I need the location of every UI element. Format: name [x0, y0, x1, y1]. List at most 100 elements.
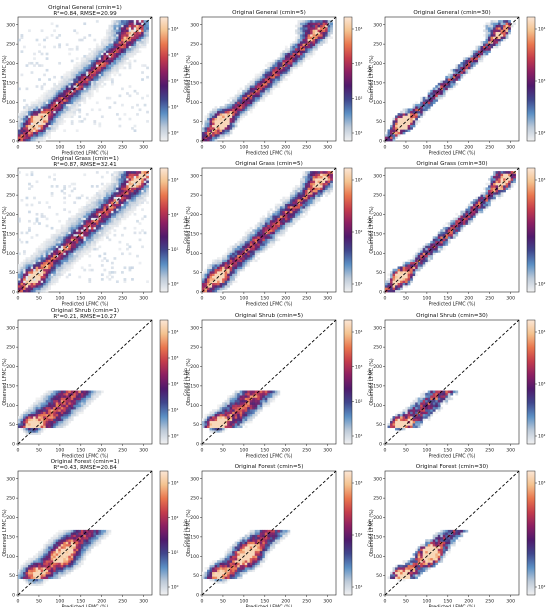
- hexbin-cell: [427, 259, 431, 263]
- hexbin-cell: [28, 257, 31, 260]
- hexbin-cell: [146, 192, 149, 195]
- hexbin-cell: [88, 240, 92, 244]
- hexbin-cell: [48, 129, 51, 132]
- hexbin-cell: [83, 231, 87, 235]
- hexbin-cell: [254, 80, 258, 84]
- hexbin-cell: [103, 252, 107, 256]
- hexbin-cell: [45, 108, 49, 112]
- hexbin-cell: [284, 196, 288, 200]
- hexbin-cell: [325, 192, 328, 195]
- hexbin-cell: [229, 101, 233, 105]
- hexbin-cell: [65, 247, 69, 251]
- hexbin-cell: [68, 115, 72, 119]
- hexbin-cell: [80, 92, 84, 95]
- hexbin-cell: [302, 194, 306, 197]
- hexbin-cell: [267, 73, 271, 77]
- hexbin-cell: [310, 178, 313, 181]
- hexbin-cell: [40, 423, 44, 426]
- hexbin-cell: [133, 180, 137, 184]
- hexbin-cell: [247, 247, 251, 251]
- hexbin-cell: [460, 215, 464, 218]
- hexbin-cell: [60, 122, 64, 126]
- hexbin-cell: [110, 271, 114, 274]
- hexbin-cell: [272, 238, 276, 242]
- hexbin-cell: [234, 245, 238, 249]
- hexbin-cell: [58, 229, 62, 232]
- hexbin-cell: [477, 210, 481, 214]
- hexbin-cell: [60, 117, 64, 121]
- hexbin-cell: [18, 129, 21, 132]
- hexbin-cell: [307, 29, 311, 33]
- hexbin-cell: [55, 106, 59, 109]
- hexbin-cell: [115, 192, 119, 195]
- hexbin-cell: [269, 226, 273, 230]
- hexbin-cell: [78, 101, 82, 105]
- hexbin-cell: [212, 275, 215, 279]
- hexbin-cell: [141, 189, 144, 193]
- hexbin-cell: [432, 92, 436, 95]
- hexbin-cell: [35, 259, 39, 263]
- hexbin-cell: [495, 38, 499, 42]
- hexbin-cell: [118, 180, 122, 184]
- hexbin-cell: [60, 94, 64, 98]
- hexbin-cell: [80, 210, 84, 214]
- hexbin-cell: [55, 127, 59, 130]
- hexbin-cell: [68, 85, 72, 88]
- hexbin-cell: [455, 75, 459, 79]
- hexbin-cell: [95, 64, 99, 67]
- hexbin-cell: [269, 219, 273, 223]
- hexbin-cell: [299, 41, 303, 44]
- hexbin-cell: [417, 115, 421, 119]
- hexbin-cell: [131, 29, 134, 33]
- hexbin-cell: [242, 261, 246, 265]
- hexbin-cell: [55, 212, 59, 216]
- hexbin-cell: [315, 41, 318, 44]
- hexbin-cell: [78, 226, 82, 230]
- hexbin-cell: [30, 432, 34, 435]
- hexbin-cell: [20, 34, 24, 37]
- x-tick-label: 300: [506, 296, 515, 302]
- hexbin-cell: [90, 245, 94, 249]
- hexbin-cell: [282, 73, 286, 77]
- hexbin-cell: [500, 185, 504, 188]
- hexbin-cell: [73, 29, 77, 33]
- hexbin-cell: [78, 247, 82, 251]
- hexbin-cell: [325, 185, 328, 188]
- hexbin-cell: [83, 236, 87, 239]
- hexbin-cell: [105, 61, 109, 65]
- hexbin-cell: [95, 71, 99, 74]
- x-tick-label: 100: [239, 296, 248, 302]
- hexbin-cell: [430, 103, 434, 107]
- hexbin-cell: [20, 199, 24, 202]
- hexbin-cell: [58, 254, 62, 258]
- hexbin-cell: [103, 73, 107, 77]
- hexbin-cell: [38, 120, 41, 123]
- hexbin-cell: [252, 103, 256, 107]
- hexbin-cell: [53, 252, 56, 256]
- hexbin-cell: [123, 52, 127, 56]
- hexbin-cell: [30, 136, 34, 139]
- hexbin-cell: [123, 29, 127, 33]
- hexbin-cell: [90, 240, 94, 244]
- hexbin-cell: [427, 99, 431, 102]
- hexbin-cell: [73, 254, 77, 258]
- hexbin-cell: [88, 268, 92, 272]
- hexbin-cell: [452, 73, 456, 77]
- hexbin-cell: [274, 59, 278, 63]
- hexbin-cell: [40, 106, 44, 109]
- hexbin-cell: [123, 278, 127, 281]
- hexbin-cell: [18, 278, 21, 281]
- hexbin-cell: [108, 199, 112, 202]
- hexbin-cell: [447, 85, 451, 88]
- hexbin-cell: [50, 261, 54, 265]
- hexbin-cell: [264, 229, 268, 232]
- hexbin-cell: [128, 31, 132, 35]
- hexbin-cell: [35, 38, 39, 42]
- hexbin-cell: [302, 20, 306, 23]
- hexbin-cell: [85, 252, 89, 256]
- hexbin-cell: [262, 80, 266, 84]
- hexbin-cell: [115, 113, 119, 116]
- hexbin-cell: [30, 71, 34, 74]
- hexbin-cell: [73, 247, 77, 251]
- hexbin-cell: [48, 127, 51, 130]
